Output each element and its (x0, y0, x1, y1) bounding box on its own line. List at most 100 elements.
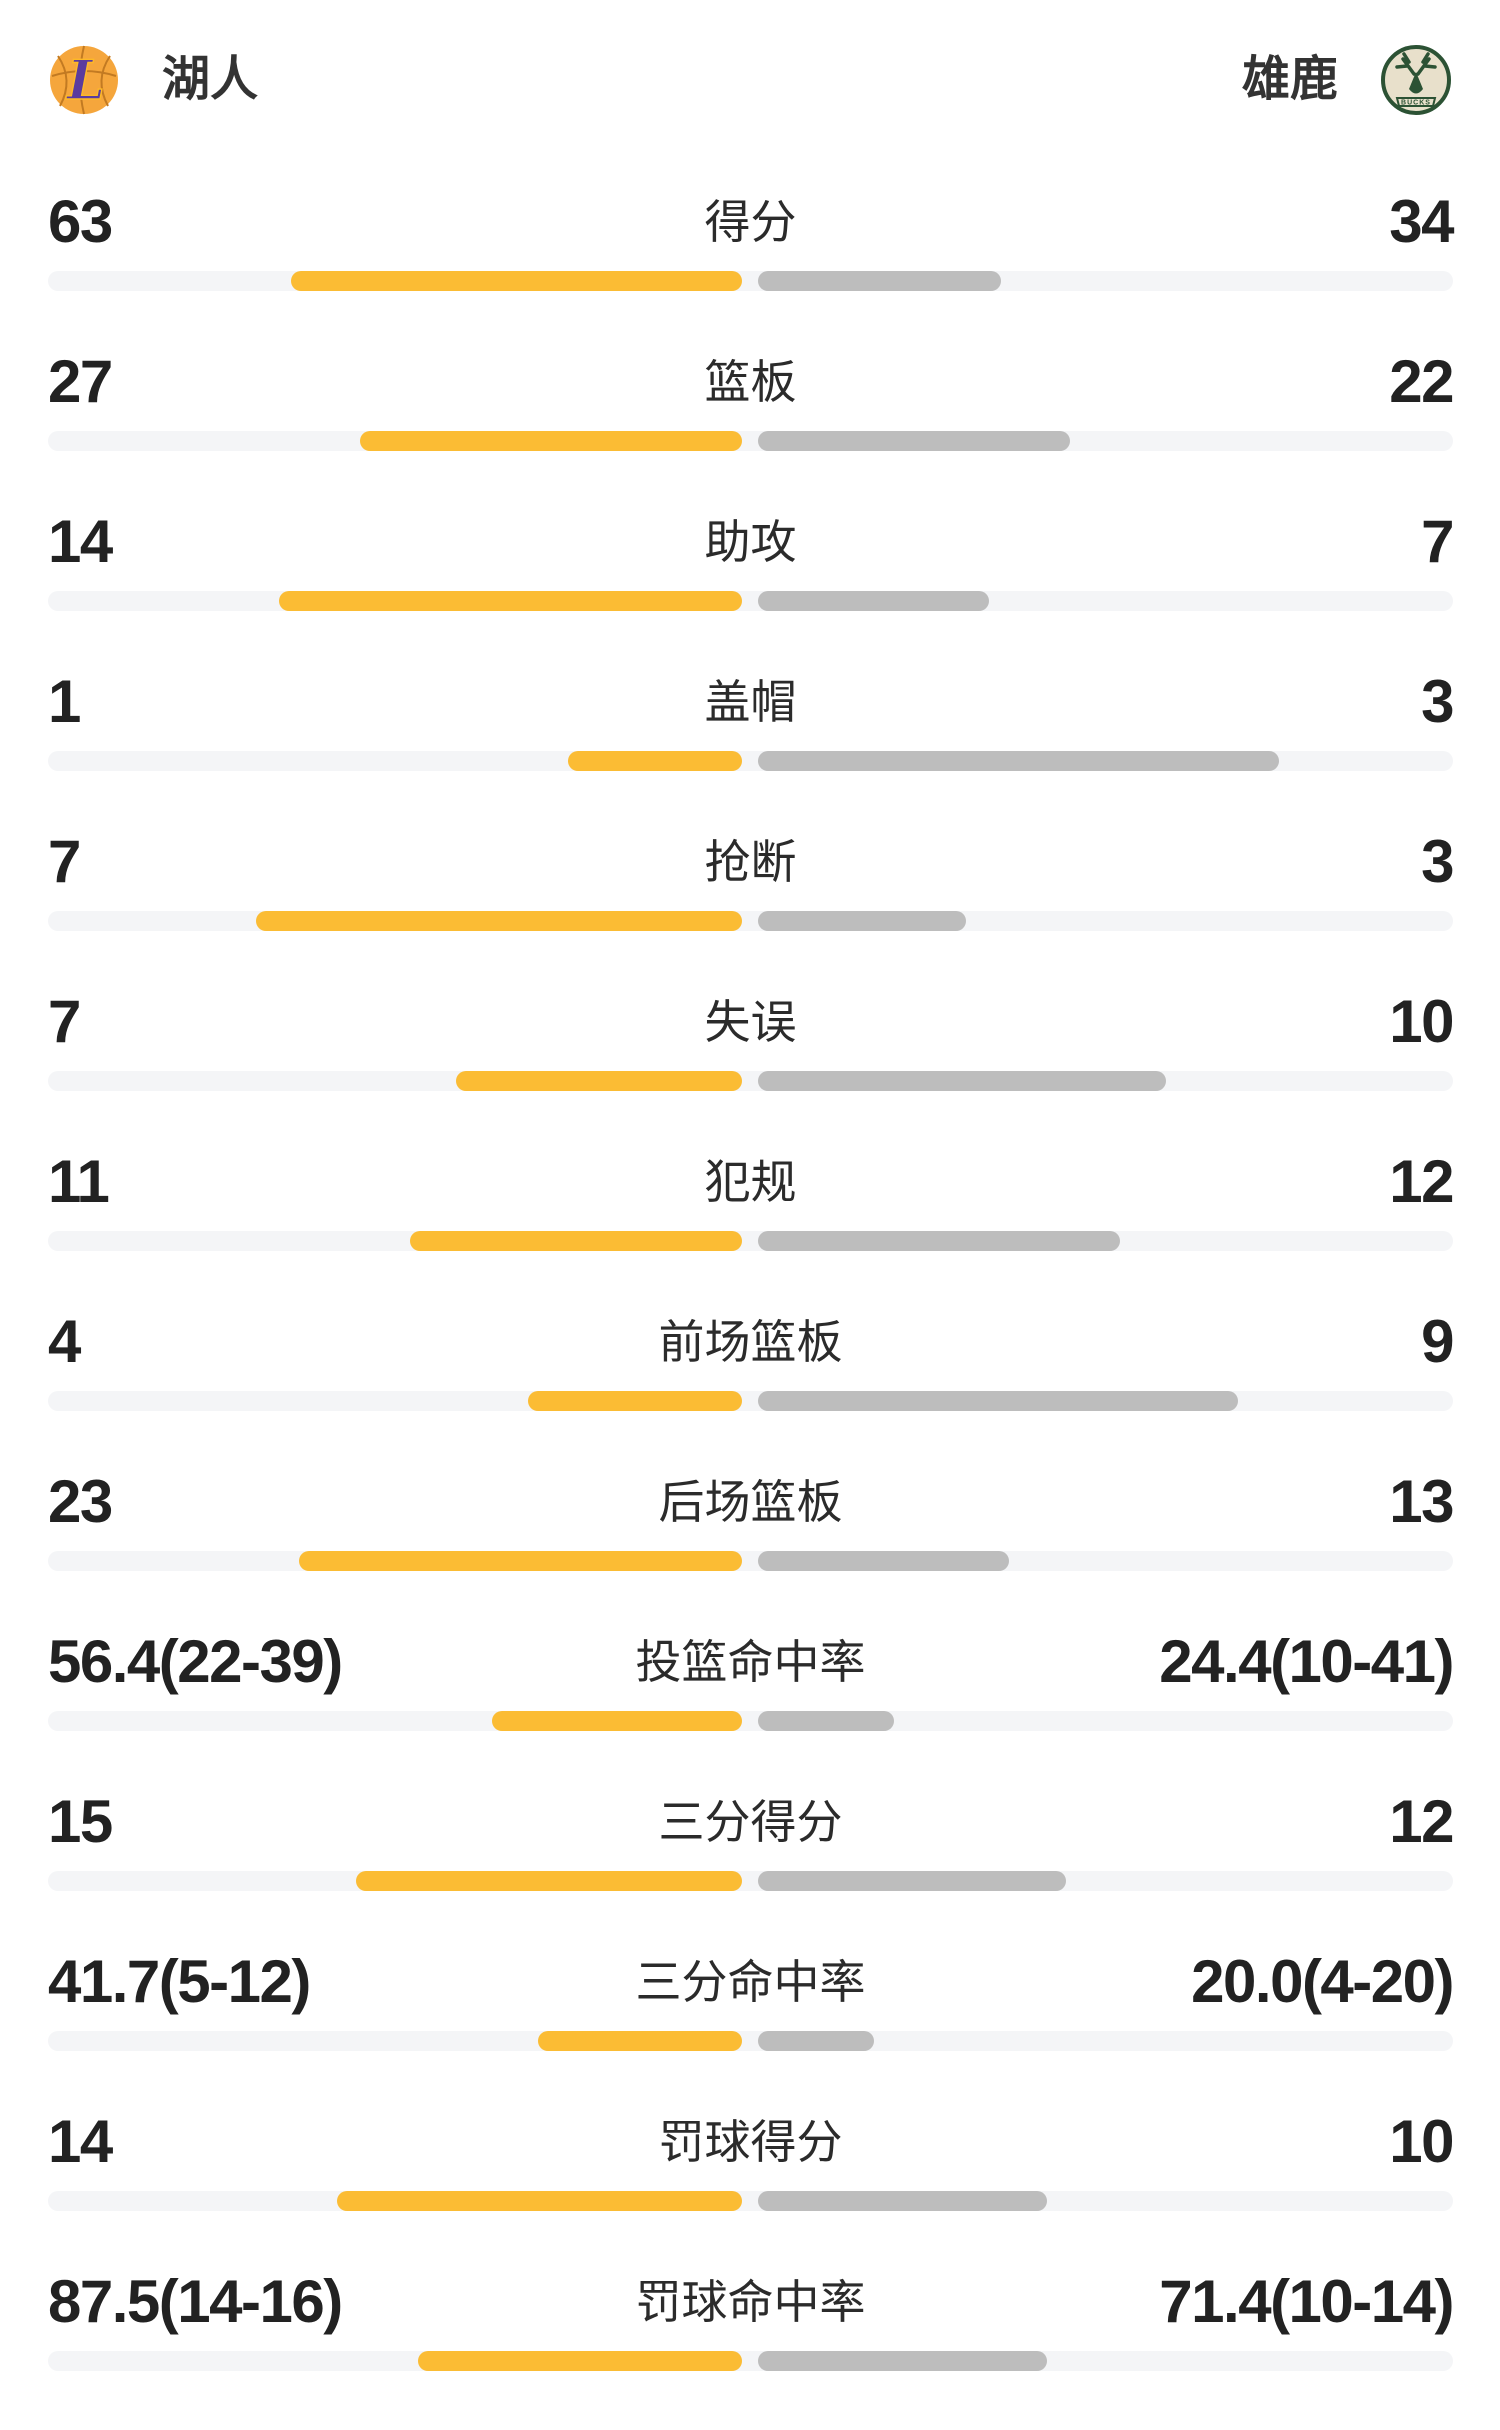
away-bar (758, 751, 1279, 771)
away-bar (758, 271, 1001, 291)
stat-row: 15 三分得分 12 (0, 1790, 1500, 1950)
stat-label: 助攻 (704, 516, 797, 568)
stat-row: 4 前场篮板 9 (0, 1310, 1500, 1470)
away-value: 71.4(10-14) (1159, 2268, 1454, 2335)
home-bar (528, 1391, 742, 1411)
bucks-logo: BUCKS (1381, 45, 1451, 115)
home-value: 87.5(14-16) (48, 2268, 343, 2335)
away-bar (758, 591, 989, 611)
stat-row-line: 1 盖帽 3 (48, 668, 1454, 735)
stat-label: 三分命中率 (635, 1956, 866, 2008)
home-bar (337, 2191, 742, 2211)
stat-track (48, 431, 1453, 451)
stat-row-line: 23 后场篮板 13 (48, 1468, 1454, 1535)
away-bar (758, 2031, 874, 2051)
home-bar (492, 1711, 742, 1731)
stat-row: 23 后场篮板 13 (0, 1470, 1500, 1630)
home-value: 11 (48, 1148, 110, 1215)
away-team-name: 雄鹿 (1241, 53, 1338, 106)
away-team-header: 雄鹿 BUCKS (1242, 44, 1452, 116)
stat-label: 得分 (704, 196, 797, 248)
away-bar (758, 431, 1070, 451)
stat-row: 7 失误 10 (0, 990, 1500, 1150)
stat-row: 14 罚球得分 10 (0, 2110, 1500, 2270)
home-value: 4 (48, 1308, 81, 1375)
home-bar (568, 751, 742, 771)
stat-label: 后场篮板 (658, 1476, 843, 1528)
stat-row: 63 得分 34 (0, 190, 1500, 350)
stat-track (48, 1231, 1453, 1251)
away-bar (758, 1391, 1238, 1411)
stat-track (48, 1551, 1453, 1571)
home-value: 7 (48, 988, 81, 1055)
stat-label: 前场篮板 (658, 1316, 843, 1368)
home-value: 14 (48, 508, 113, 575)
stat-label: 盖帽 (704, 676, 797, 728)
stat-row: 7 抢断 3 (0, 830, 1500, 990)
stat-track (48, 2191, 1453, 2211)
away-value: 10 (1389, 2108, 1454, 2175)
stat-row-line: 56.4(22-39) 投篮命中率 24.4(10-41) (48, 1628, 1454, 1695)
away-value: 20.0(4-20) (1191, 1948, 1454, 2015)
away-value: 34 (1389, 188, 1454, 255)
stat-label: 投篮命中率 (635, 1636, 866, 1688)
svg-text:BUCKS: BUCKS (1401, 100, 1431, 107)
stat-row-line: 27 篮板 22 (48, 348, 1454, 415)
home-value: 15 (48, 1788, 113, 1855)
stat-row: 27 篮板 22 (0, 350, 1500, 510)
stats-rows: 63 得分 34 27 篮板 22 14 助攻 7 (0, 190, 1500, 2430)
home-team-name: 湖人 (162, 53, 259, 106)
home-value: 41.7(5-12) (48, 1948, 311, 2015)
stat-track (48, 1871, 1453, 1891)
away-bar (758, 2191, 1047, 2211)
away-bar (758, 1071, 1166, 1091)
home-value: 14 (48, 2108, 113, 2175)
stat-label: 三分得分 (658, 1796, 843, 1848)
stat-row: 87.5(14-16) 罚球命中率 71.4(10-14) (0, 2270, 1500, 2430)
stat-track (48, 2031, 1453, 2051)
stat-row-line: 15 三分得分 12 (48, 1788, 1454, 1855)
away-bar (758, 2351, 1047, 2371)
stat-label: 抢断 (704, 836, 797, 888)
away-value: 7 (1421, 508, 1454, 575)
home-bar (456, 1071, 742, 1091)
away-value: 10 (1389, 988, 1454, 1055)
stat-track (48, 271, 1453, 291)
away-value: 13 (1389, 1468, 1454, 1535)
home-value: 7 (48, 828, 81, 895)
home-bar (418, 2351, 742, 2371)
away-bar (758, 1871, 1066, 1891)
stat-row-line: 63 得分 34 (48, 188, 1454, 255)
stat-label: 罚球命中率 (635, 2276, 866, 2328)
lakers-logo: L (50, 45, 118, 115)
stat-row-line: 87.5(14-16) 罚球命中率 71.4(10-14) (48, 2268, 1454, 2335)
stat-row-line: 14 罚球得分 10 (48, 2108, 1454, 2175)
stat-track (48, 911, 1453, 931)
home-bar (256, 911, 742, 931)
home-bar (538, 2031, 742, 2051)
svg-text:L: L (65, 48, 105, 112)
home-bar (279, 591, 742, 611)
away-value: 12 (1389, 1148, 1454, 1215)
home-bar (299, 1551, 742, 1571)
away-value: 9 (1421, 1308, 1454, 1375)
away-value: 24.4(10-41) (1159, 1628, 1454, 1695)
stat-label: 犯规 (704, 1156, 797, 1208)
stat-label: 罚球得分 (658, 2116, 843, 2168)
away-bar (758, 911, 966, 931)
home-bar (360, 431, 742, 451)
home-value: 56.4(22-39) (48, 1628, 343, 1695)
home-team-header: L 湖人 (48, 44, 258, 116)
home-bar (356, 1871, 742, 1891)
stat-row-line: 4 前场篮板 9 (48, 1308, 1454, 1375)
stat-row: 1 盖帽 3 (0, 670, 1500, 830)
home-bar (291, 271, 742, 291)
home-value: 27 (48, 348, 113, 415)
away-value: 22 (1389, 348, 1454, 415)
stat-track (48, 1071, 1453, 1091)
stat-row: 56.4(22-39) 投篮命中率 24.4(10-41) (0, 1630, 1500, 1790)
stat-row: 14 助攻 7 (0, 510, 1500, 670)
away-value: 3 (1421, 668, 1454, 735)
stat-track (48, 591, 1453, 611)
home-value: 1 (48, 668, 81, 735)
